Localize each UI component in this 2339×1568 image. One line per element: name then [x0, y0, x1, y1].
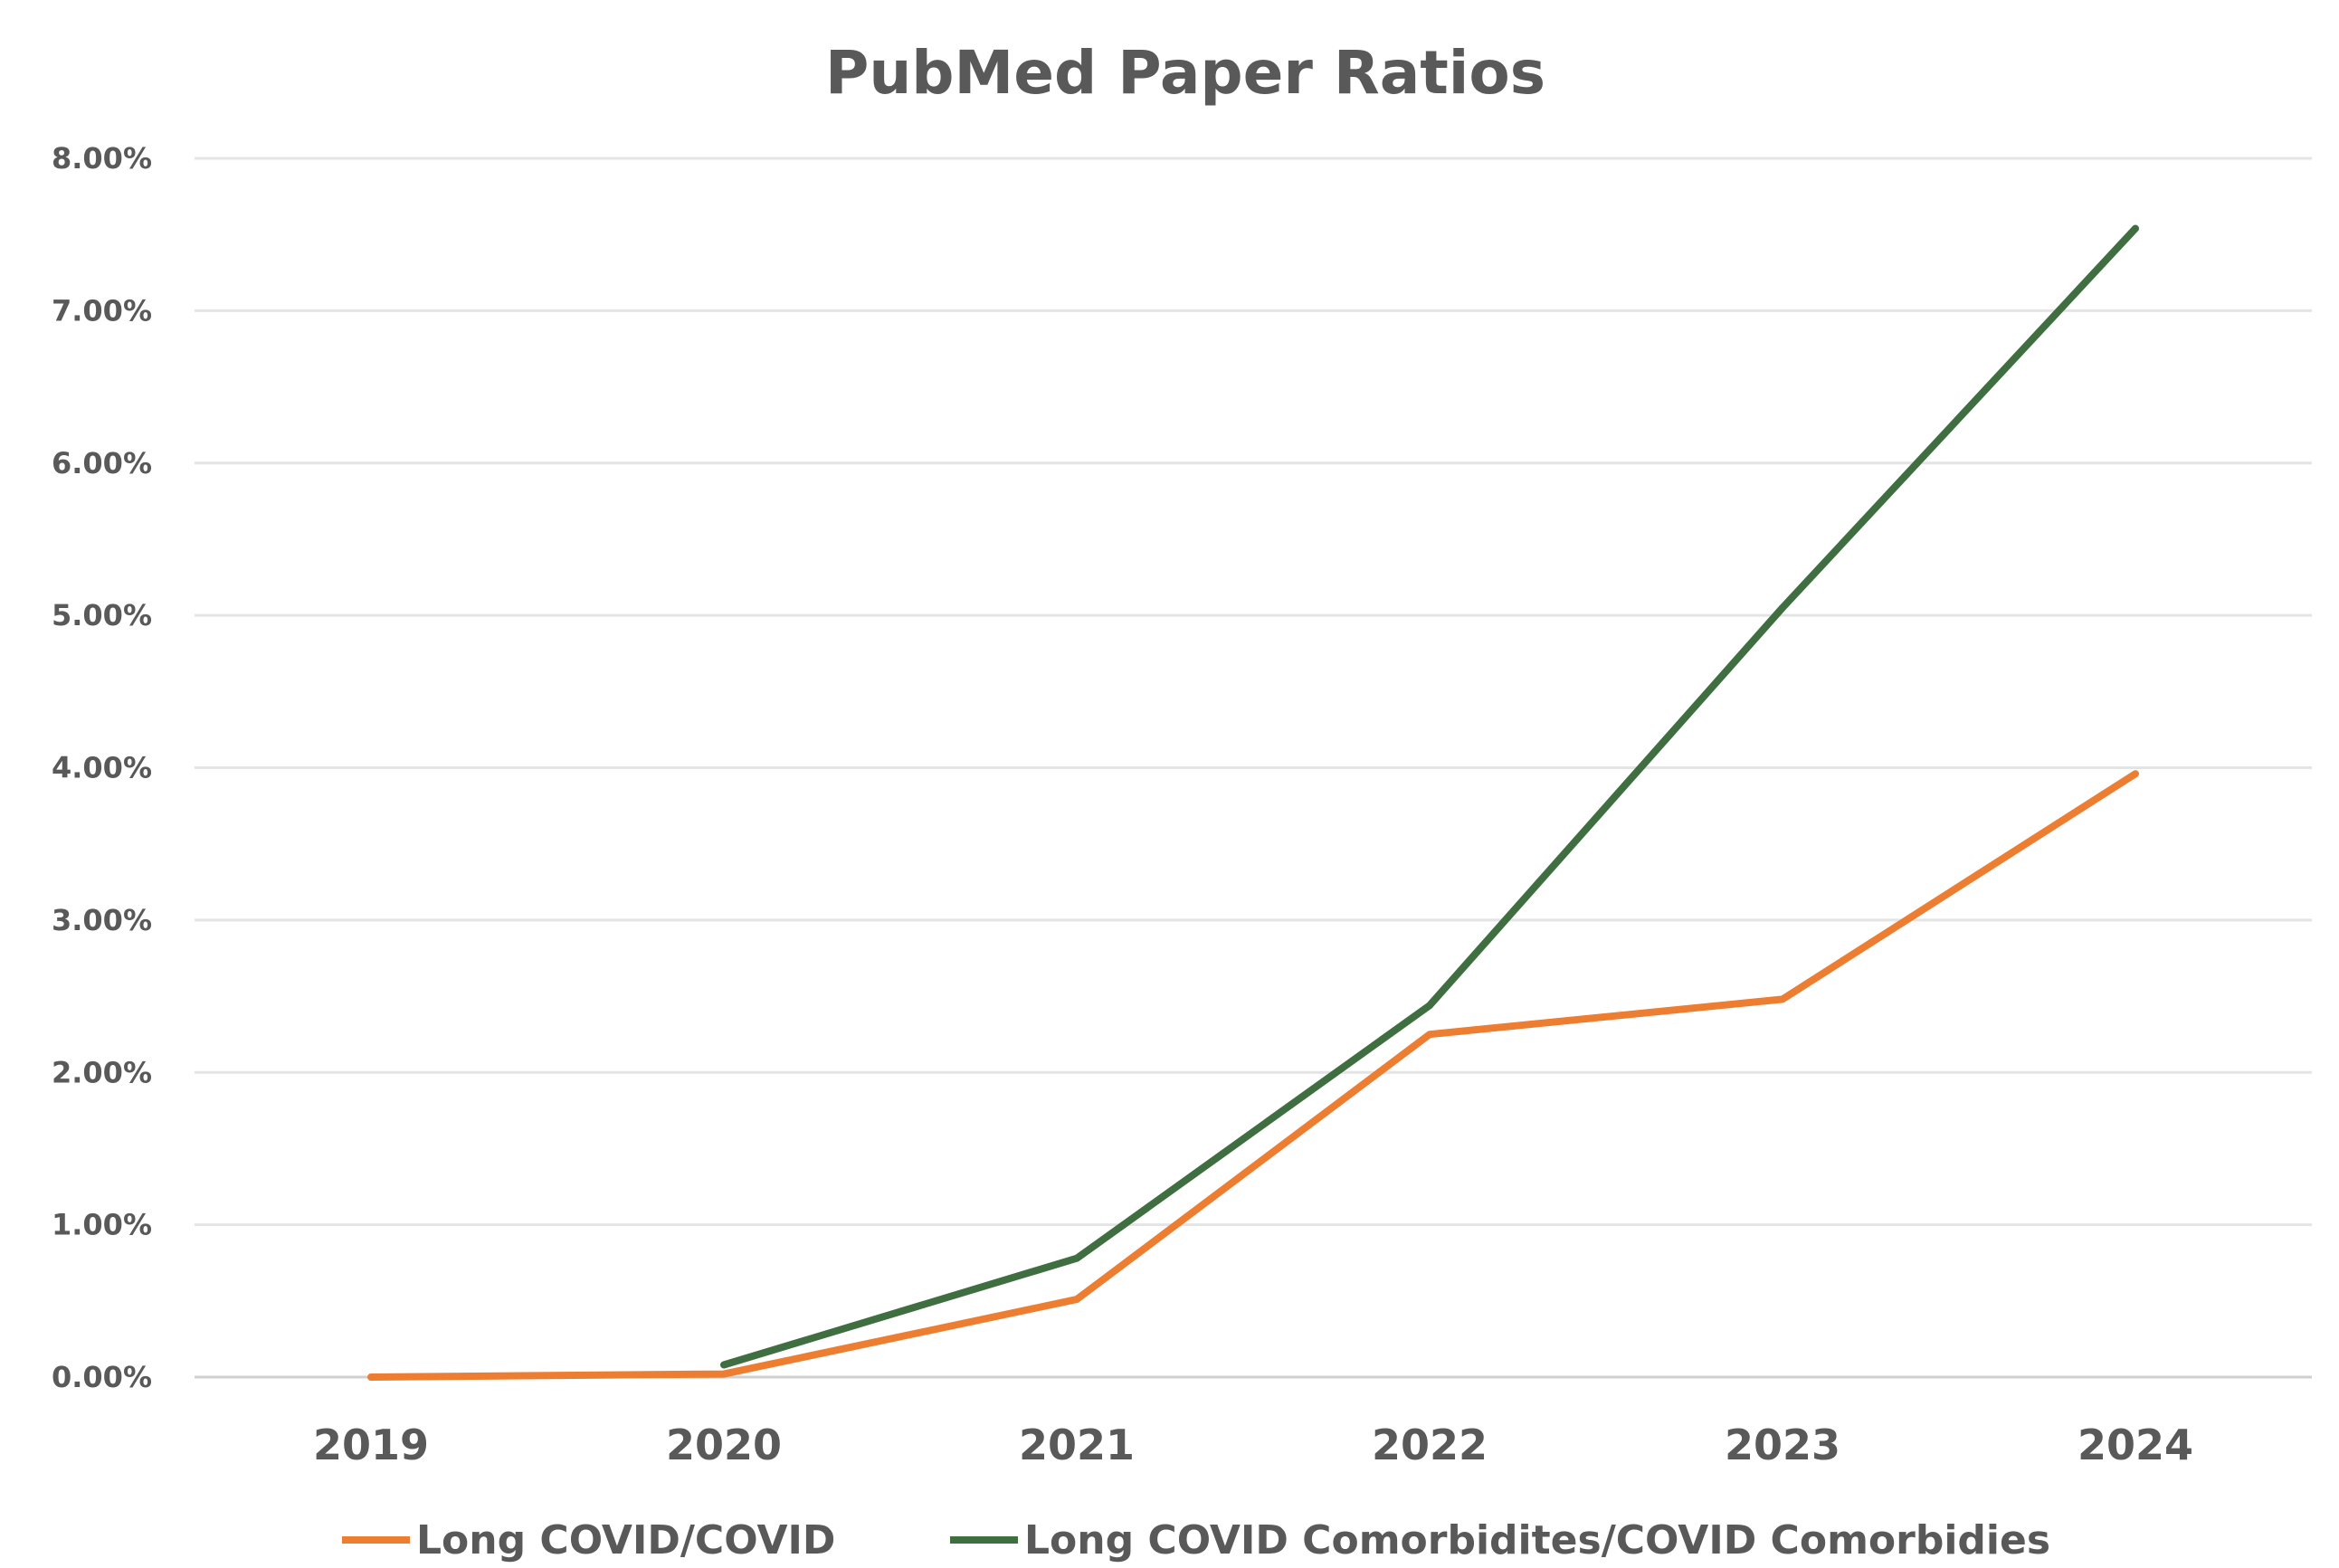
y-tick-label: 4.00%	[52, 751, 152, 785]
legend-label: Long COVID Comorbidites/COVID Comorbidie…	[1024, 1517, 2050, 1563]
chart-title: PubMed Paper Ratios	[825, 38, 1545, 108]
x-tick-label: 2021	[1019, 1421, 1135, 1469]
data-point	[1429, 1033, 1431, 1035]
x-tick-label: 2022	[1372, 1421, 1488, 1469]
data-point	[723, 1364, 725, 1366]
data-point	[1076, 1298, 1078, 1300]
data-point	[1076, 1258, 1078, 1259]
data-point	[1429, 1004, 1431, 1006]
y-tick-label: 3.00%	[52, 903, 152, 937]
y-tick-label: 0.00%	[52, 1360, 152, 1394]
y-tick-label: 7.00%	[52, 293, 152, 328]
x-tick-label: 2020	[666, 1421, 782, 1469]
legend: Long COVID/COVID Long COVID Comorbidites/…	[342, 1517, 2050, 1563]
series-line-1	[367, 770, 2139, 1381]
y-tick-label: 1.00%	[52, 1208, 152, 1242]
series-lines	[367, 224, 2139, 1381]
series-line-2	[720, 224, 2139, 1369]
legend-label: Long COVID/COVID	[416, 1517, 835, 1563]
data-point	[723, 1373, 725, 1375]
x-tick-label: 2024	[2078, 1421, 2193, 1469]
y-axis-ticks: 0.00% 1.00% 2.00% 3.00% 4.00% 5.00% 6.00% 7.00%…	[52, 141, 152, 1394]
x-tick-label: 2023	[1725, 1421, 1840, 1469]
y-tick-label: 8.00%	[52, 141, 152, 176]
gridlines	[195, 157, 2312, 1379]
y-tick-label: 6.00%	[52, 446, 152, 480]
y-tick-label: 5.00%	[52, 598, 152, 632]
x-tick-label: 2019	[313, 1421, 429, 1469]
data-point	[2135, 227, 2136, 229]
x-axis-ticks: 2019 2020 2021 2022 2023 2024	[313, 1421, 2193, 1469]
data-point	[370, 1376, 372, 1378]
y-tick-label: 2.00%	[52, 1055, 152, 1089]
